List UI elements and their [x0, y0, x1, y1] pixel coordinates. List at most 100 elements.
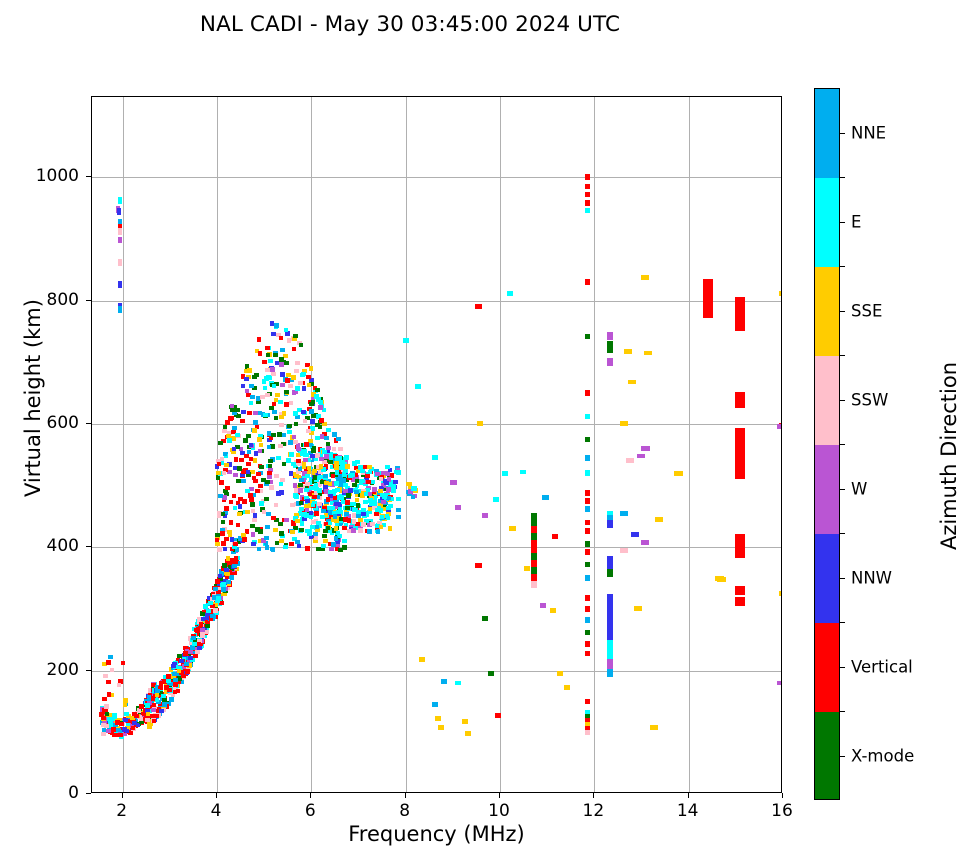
- data-point: [211, 595, 217, 600]
- data-point: [384, 481, 390, 486]
- data-point: [305, 473, 310, 478]
- x-tick-mark: [310, 793, 311, 798]
- data-point: [257, 411, 263, 416]
- data-point: [606, 358, 613, 367]
- data-point: [193, 633, 199, 638]
- data-point: [273, 381, 279, 386]
- data-point: [292, 483, 298, 488]
- data-point: [297, 466, 303, 472]
- data-point: [227, 462, 232, 467]
- data-point: [310, 499, 315, 504]
- data-point: [231, 545, 237, 550]
- data-point: [248, 442, 254, 448]
- plot-area[interactable]: [91, 96, 782, 793]
- data-point: [288, 471, 294, 476]
- data-point: [325, 516, 330, 521]
- data-point: [198, 622, 204, 627]
- data-point: [156, 708, 161, 714]
- data-point: [210, 613, 216, 618]
- data-point: [278, 400, 284, 405]
- data-point: [256, 337, 262, 342]
- data-point: [620, 421, 629, 427]
- data-point: [367, 491, 372, 496]
- data-point: [209, 609, 215, 614]
- data-point: [339, 495, 344, 500]
- data-point: [258, 484, 264, 489]
- data-point: [214, 464, 220, 469]
- data-point: [354, 497, 360, 502]
- data-point: [584, 729, 591, 736]
- gridline-vertical: [406, 97, 407, 792]
- data-point: [273, 517, 279, 522]
- data-point: [304, 528, 310, 534]
- data-point: [218, 592, 224, 597]
- data-point: [354, 465, 359, 470]
- data-point: [381, 506, 386, 511]
- data-point: [502, 470, 509, 476]
- data-point: [606, 632, 613, 641]
- data-point: [329, 505, 335, 510]
- data-point: [299, 521, 305, 526]
- data-point: [184, 669, 190, 674]
- data-point: [304, 507, 310, 512]
- data-point: [216, 590, 221, 595]
- data-point: [325, 525, 331, 530]
- data-point: [169, 678, 175, 683]
- data-point: [488, 670, 495, 676]
- data-point: [194, 622, 200, 627]
- y-tick-mark: [86, 300, 91, 301]
- data-point: [328, 490, 333, 495]
- data-point: [321, 533, 327, 539]
- data-point: [455, 504, 462, 510]
- data-point: [584, 455, 591, 461]
- data-point: [334, 522, 340, 527]
- data-point: [228, 499, 234, 505]
- data-point: [256, 471, 261, 477]
- data-point: [318, 399, 323, 405]
- data-point: [305, 546, 310, 551]
- data-point: [337, 507, 343, 512]
- data-point: [311, 513, 317, 518]
- data-point: [238, 457, 244, 462]
- data-point: [293, 369, 299, 374]
- data-point: [734, 534, 746, 558]
- data-point: [304, 495, 309, 501]
- data-point: [302, 471, 307, 476]
- data-point: [386, 495, 391, 500]
- data-point: [286, 373, 291, 378]
- data-point: [333, 465, 339, 470]
- data-point: [411, 486, 418, 492]
- data-point: [117, 223, 122, 231]
- data-point: [309, 419, 315, 424]
- data-point: [313, 536, 319, 541]
- data-point: [308, 443, 313, 448]
- data-point: [336, 495, 342, 500]
- colorbar[interactable]: [814, 88, 840, 800]
- data-point: [117, 679, 123, 684]
- data-point: [287, 423, 293, 429]
- data-point: [355, 503, 361, 508]
- data-point: [285, 331, 291, 336]
- data-point: [230, 429, 236, 435]
- data-point: [293, 513, 299, 518]
- data-point: [117, 732, 123, 737]
- data-point: [263, 412, 268, 417]
- data-point: [261, 538, 266, 543]
- data-point: [252, 539, 257, 544]
- data-point: [261, 510, 267, 515]
- data-point: [266, 438, 272, 443]
- data-point: [734, 586, 746, 595]
- data-point: [389, 473, 394, 478]
- data-point: [346, 528, 352, 533]
- data-point: [245, 469, 251, 474]
- data-point: [252, 458, 258, 463]
- data-point: [100, 716, 106, 721]
- data-point: [227, 469, 233, 475]
- gridline-horizontal: [92, 301, 781, 302]
- data-point: [236, 479, 241, 484]
- data-point: [584, 470, 591, 477]
- data-point: [273, 397, 279, 402]
- gridline-vertical: [594, 97, 595, 792]
- data-point: [101, 661, 107, 666]
- data-point: [252, 513, 258, 518]
